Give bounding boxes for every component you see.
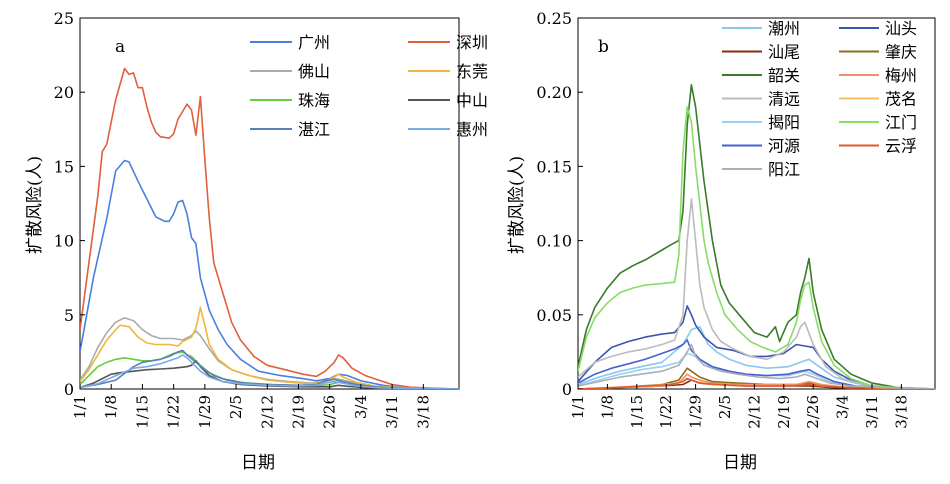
legend-label-a-4: 珠海 xyxy=(298,91,330,110)
chart-panel-b: 1/1 1/8 1/15 1/22 1/29 2/5 2/12 2/19 2/26 3/4 3/11… xyxy=(507,9,936,473)
panel-label-b: b xyxy=(598,37,609,57)
x-tick-label-a-4: 1/29 xyxy=(196,395,214,429)
legend-label-b-10: 河源 xyxy=(768,137,800,156)
x-axis-title-b: 日期 xyxy=(723,453,757,473)
series-layer-a xyxy=(80,67,459,389)
y-tick-label-a-2: 10 xyxy=(54,232,74,251)
series-line-b-9 xyxy=(578,106,935,389)
series-line-a-1 xyxy=(80,67,459,389)
x-tick-label-a-1: 1/8 xyxy=(102,395,120,419)
series-line-a-3 xyxy=(80,306,459,389)
series-line-a-6 xyxy=(80,349,459,389)
x-tick-label-b-5: 2/5 xyxy=(716,395,734,419)
plot-area-a xyxy=(79,17,460,390)
y-tick-label-b-5: 0.25 xyxy=(536,9,572,28)
legend-label-b-4: 韶关 xyxy=(768,66,800,85)
x-tick-label-a-9: 3/4 xyxy=(352,395,370,419)
x-tick-label-a-2: 1/15 xyxy=(133,395,151,429)
series-line-b-0 xyxy=(578,325,935,389)
x-tick-label-b-11: 3/18 xyxy=(892,395,910,429)
plot-frame-b xyxy=(577,17,936,390)
y-tick-label-b-4: 0.20 xyxy=(536,83,572,102)
x-tick-label-b-10: 3/11 xyxy=(863,395,881,429)
x-tick-label-a-8: 2/26 xyxy=(321,395,339,429)
x-tick-label-b-7: 2/19 xyxy=(775,395,793,429)
legend-label-b-9: 江门 xyxy=(885,113,917,132)
x-tick-label-a-11: 3/18 xyxy=(414,395,432,429)
series-line-b-4 xyxy=(578,84,935,389)
y-tick-label-a-3: 15 xyxy=(54,157,74,176)
legend-label-b-0: 潮州 xyxy=(768,19,800,38)
legend-label-a-2: 佛山 xyxy=(298,62,330,81)
y-axis-title-b: 扩散风险(人) xyxy=(507,156,527,254)
y-tick-label-b-2: 0.10 xyxy=(536,232,572,251)
x-tick-label-b-8: 2/26 xyxy=(804,395,822,429)
chart-panel-a: 1/1 1/8 1/15 1/22 1/29 2/5 2/12 2/19 2/26 3/4 3/11… xyxy=(25,9,488,473)
y-tick-label-b-1: 0.05 xyxy=(536,306,572,325)
plot-frame-a xyxy=(79,17,460,390)
series-line-b-12 xyxy=(578,343,935,389)
x-tick-label-a-7: 2/19 xyxy=(289,395,307,429)
y-tick-label-a-5: 25 xyxy=(54,9,74,28)
y-axis-title-a: 扩散风险(人) xyxy=(25,156,45,254)
y-tick-label-b-0: 0 xyxy=(562,380,572,399)
series-line-a-7 xyxy=(80,354,459,389)
x-tick-label-a-6: 2/12 xyxy=(258,395,276,429)
axes-layer-b: 1/1 1/8 1/15 1/22 1/29 2/5 2/12 2/19 2/26 3/4 3/11… xyxy=(536,9,910,429)
legend-label-a-7: 惠州 xyxy=(456,120,488,139)
legend-label-a-5: 中山 xyxy=(456,91,488,110)
legend-label-b-3: 肇庆 xyxy=(885,43,917,62)
x-tick-label-a-10: 3/11 xyxy=(383,395,401,429)
series-line-b-11 xyxy=(578,377,935,389)
axes-layer-a: 1/1 1/8 1/15 1/22 1/29 2/5 2/12 2/19 2/26 3/4 3/11… xyxy=(54,9,433,429)
x-tick-label-b-3: 1/22 xyxy=(657,395,675,429)
x-tick-label-b-9: 3/4 xyxy=(834,395,852,419)
plot-area-b xyxy=(577,17,936,390)
legend-label-a-1: 深圳 xyxy=(456,33,488,52)
x-axis-title-a: 日期 xyxy=(241,453,275,473)
x-tick-label-b-0: 1/1 xyxy=(569,395,587,419)
x-tick-label-a-0: 1/1 xyxy=(71,395,89,419)
legend-label-b-6: 清远 xyxy=(768,90,800,109)
series-line-b-6 xyxy=(578,198,935,389)
x-tick-label-b-2: 1/15 xyxy=(628,395,646,429)
y-tick-label-b-3: 0.15 xyxy=(536,157,572,176)
y-tick-label-a-0: 0 xyxy=(64,380,74,399)
x-tick-label-a-3: 1/22 xyxy=(165,395,183,429)
series-layer-b xyxy=(578,84,935,389)
legend-label-a-0: 广州 xyxy=(298,33,330,52)
x-tick-label-b-1: 1/8 xyxy=(598,395,616,419)
x-tick-label-b-4: 1/29 xyxy=(687,395,705,429)
legend-label-a-6: 湛江 xyxy=(298,120,330,139)
series-line-b-1 xyxy=(578,305,935,389)
y-tick-label-a-1: 5 xyxy=(64,306,74,325)
y-tick-label-a-4: 20 xyxy=(54,83,74,102)
legend-label-a-3: 东莞 xyxy=(456,62,488,81)
legend-label-b-1: 汕头 xyxy=(885,19,917,38)
legend-label-b-5: 梅州 xyxy=(885,66,917,85)
series-line-a-2 xyxy=(80,317,459,389)
x-tick-label-b-6: 2/12 xyxy=(745,395,763,429)
legend-label-b-11: 云浮 xyxy=(885,137,917,156)
legend-label-b-2: 汕尾 xyxy=(768,43,800,62)
series-line-b-10 xyxy=(578,339,935,389)
legend-label-b-12: 阳江 xyxy=(768,160,800,179)
series-line-a-0 xyxy=(80,159,459,389)
x-tick-label-a-5: 2/5 xyxy=(227,395,245,419)
panel-label-a: a xyxy=(115,37,125,57)
legend-label-b-7: 茂名 xyxy=(885,90,917,109)
legend-label-b-8: 揭阳 xyxy=(768,113,800,132)
